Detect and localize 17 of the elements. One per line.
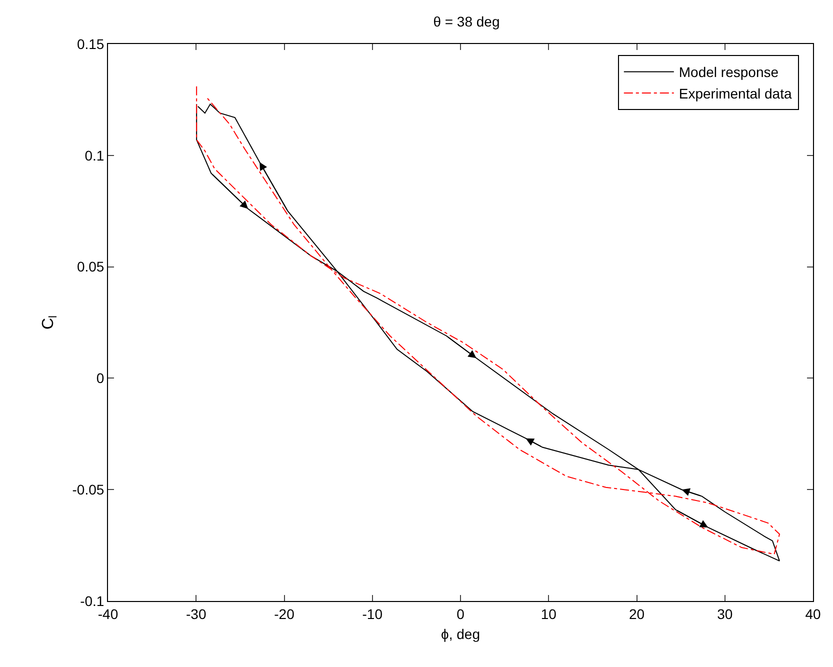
x-tick-label: 30 bbox=[717, 606, 733, 622]
x-tick-label: 10 bbox=[540, 606, 557, 622]
x-tick-label: -20 bbox=[274, 606, 295, 622]
x-tick-label: 20 bbox=[628, 606, 645, 622]
x-tick-label: 0 bbox=[456, 606, 465, 622]
x-tick-label: -30 bbox=[186, 606, 206, 622]
x-tick-label: 40 bbox=[805, 606, 821, 622]
legend-label: Model response bbox=[678, 64, 779, 80]
y-tick-label: 0.1 bbox=[84, 147, 104, 164]
y-tick-label: 0 bbox=[96, 370, 104, 386]
x-axis-title: ϕ, deg bbox=[441, 626, 480, 642]
y-tick-label: 0.05 bbox=[76, 258, 104, 275]
chart-title: θ = 38 deg bbox=[433, 13, 500, 30]
y-tick-label: -0.05 bbox=[72, 482, 104, 498]
legend-label: Experimental data bbox=[678, 85, 792, 102]
x-tick-label: -10 bbox=[362, 606, 383, 622]
y-tick-label: 0.15 bbox=[76, 36, 104, 52]
